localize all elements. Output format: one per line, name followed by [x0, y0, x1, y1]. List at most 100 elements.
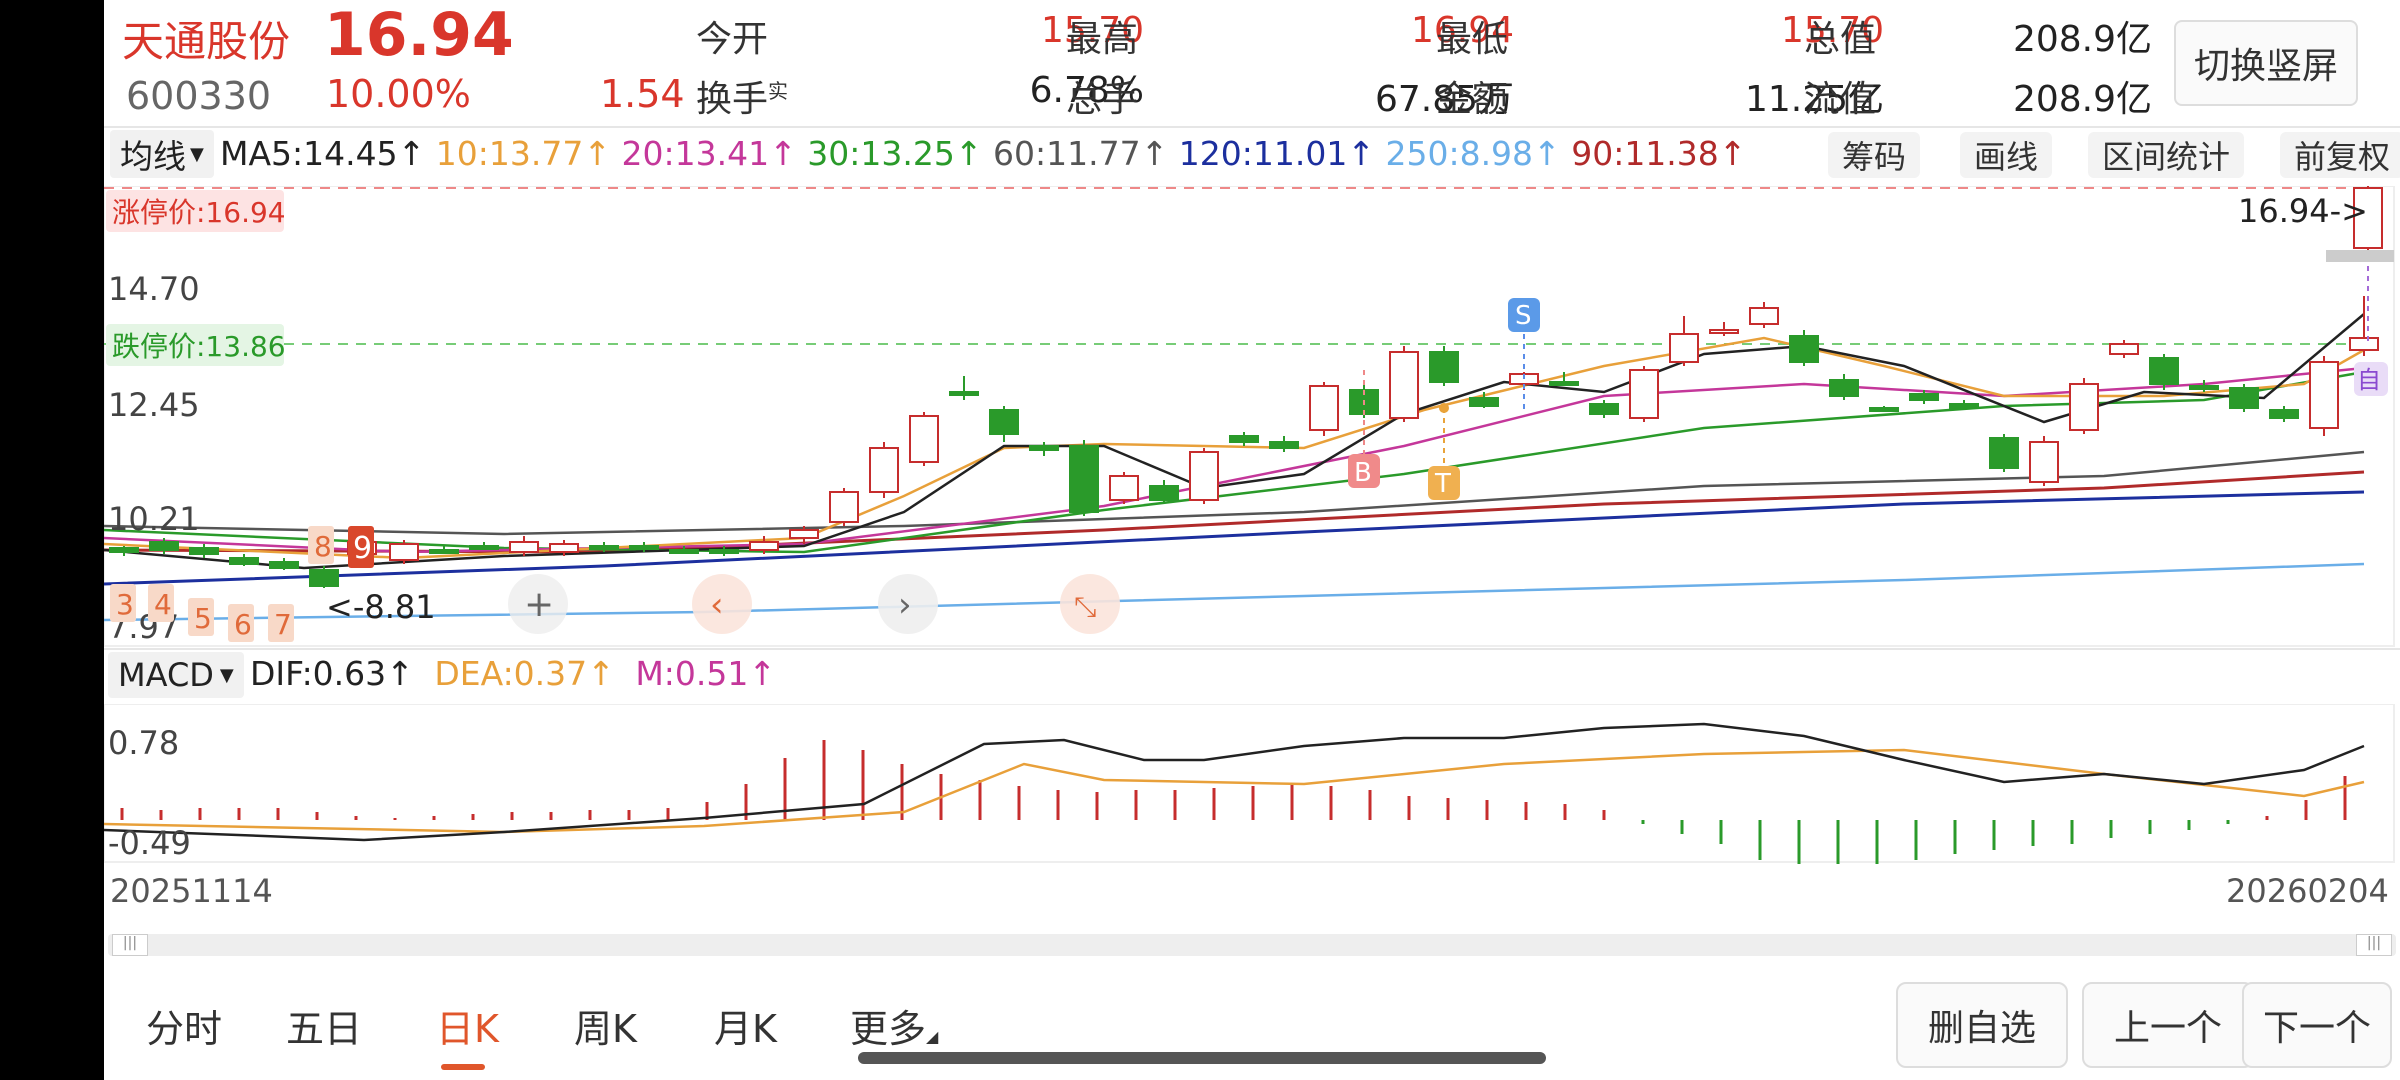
self-select-marker[interactable]: 自 — [2354, 362, 2388, 396]
svg-text:8: 8 — [314, 530, 332, 563]
stat-mktcap-value: 208.9亿 — [2012, 19, 2152, 60]
candle-body — [149, 541, 179, 551]
candle-body — [1429, 351, 1459, 383]
stat-float-value: 208.9亿 — [2012, 79, 2152, 120]
candle-body — [829, 491, 859, 523]
scroll-right-button[interactable]: › — [878, 574, 938, 634]
kline-chart[interactable]: 涨停价:16.94 跌停价:13.86 14.70 12.45 10.21 7.… — [104, 186, 2400, 648]
candle-body — [1869, 407, 1899, 412]
zoom-out-button[interactable]: + — [508, 574, 568, 634]
macd-dif-line — [104, 722, 2365, 842]
macd-dea-line — [104, 748, 2365, 834]
remove-watchlist-button[interactable]: 删自选 — [1896, 982, 2068, 1068]
ma10-line — [104, 336, 2365, 560]
candle-body — [1149, 485, 1179, 501]
candle-body — [1389, 351, 1419, 419]
candle-body — [1229, 435, 1259, 443]
candle-body — [109, 547, 139, 553]
previous-stock-button[interactable]: 上一个 — [2082, 982, 2254, 1068]
candle-body — [1989, 437, 2019, 469]
candle-body — [589, 545, 619, 550]
date-end: 20260204 — [2226, 872, 2389, 910]
chevron-down-icon: ▼ — [219, 664, 234, 686]
candle-body — [909, 415, 939, 463]
candle-body — [2029, 441, 2059, 483]
ma30-line — [104, 370, 2365, 554]
price-cursor — [2326, 250, 2394, 262]
chevron-left-icon: ‹ — [710, 585, 724, 625]
tab-daily-k[interactable]: 日K — [436, 1007, 499, 1051]
candle-body — [2309, 361, 2339, 429]
period-low-marker: <-8.81 — [326, 588, 436, 626]
range-stats-button[interactable]: 区间统计 — [2088, 132, 2245, 178]
svg-text:7: 7 — [274, 608, 292, 641]
stock-code: 600330 — [126, 74, 272, 118]
svg-text:S: S — [1515, 301, 1532, 331]
stat-high-value: 16.94 — [1410, 10, 1514, 51]
svg-text:自: 自 — [2357, 366, 2381, 394]
home-indicator[interactable] — [858, 1052, 1546, 1064]
change-percent: 10.00% — [326, 72, 471, 116]
tab-monthly-k[interactable]: 月K — [714, 1007, 777, 1051]
change-amount: 1.54 — [600, 72, 685, 116]
candle-body — [989, 409, 1019, 435]
date-start: 20251114 — [110, 872, 273, 910]
limit-down-badge — [106, 324, 284, 366]
stat-turnover-label: 换手实 — [696, 79, 789, 120]
candle-body — [1629, 369, 1659, 419]
limit-up-label: 涨停价:16.94 — [112, 196, 286, 229]
stat-low-label: 最低 — [1436, 19, 1509, 60]
svg-text:T: T — [1434, 469, 1451, 499]
svg-text:B: B — [1354, 458, 1372, 488]
candle-body — [389, 543, 419, 561]
tab-weekly-k[interactable]: 周K — [574, 1007, 637, 1051]
ma-dropdown[interactable]: 均线 ▼ — [110, 130, 214, 178]
stock-price: 16.94 — [324, 0, 514, 70]
stat-high-label: 最高 — [1066, 19, 1139, 60]
forward-adjust-button[interactable]: 前复权 — [2280, 132, 2400, 178]
macd-frame — [104, 704, 2395, 863]
candle-body — [1909, 393, 1939, 401]
next-stock-button[interactable]: 下一个 — [2242, 982, 2392, 1068]
candle-body — [1309, 385, 1339, 431]
macd-dea: DEA:0.37↑ — [434, 654, 615, 693]
tab-more[interactable]: 更多◢ — [850, 1007, 939, 1051]
range-handle-left[interactable]: ||| — [112, 934, 148, 956]
chevron-down-icon: ▼ — [190, 143, 204, 165]
ma-item-250: 250:8.98↑ — [1385, 134, 1561, 173]
t-marker[interactable]: T — [1428, 466, 1460, 500]
candle-body — [1069, 445, 1099, 513]
ma-item-30: 30:13.25↑ — [807, 134, 983, 173]
stat-low-value: 15.70 — [1780, 10, 1884, 51]
candle-body — [1749, 307, 1779, 325]
ma-item-10: 10:13.77↑ — [435, 134, 612, 173]
stat-volume-label: 总手 — [1066, 79, 1139, 120]
candle-body — [2353, 187, 2383, 249]
stat-open-label: 今开 — [696, 19, 769, 60]
limit-down-label: 跌停价:13.86 — [112, 330, 286, 363]
ma-item-5: MA5:14.45↑ — [220, 134, 426, 173]
draw-line-button[interactable]: 画线 — [1960, 132, 2053, 178]
macd-y-bottom: -0.49 — [108, 824, 191, 862]
macd-dropdown[interactable]: MACD ▼ — [108, 652, 244, 698]
switch-portrait-button[interactable]: 切换竖屏 — [2174, 20, 2358, 106]
collapse-button[interactable]: ⤡ — [1060, 574, 1120, 634]
ma60-line — [104, 450, 2365, 536]
tab-intraday[interactable]: 分时 — [146, 1007, 223, 1051]
sell-marker[interactable]: S — [1508, 298, 1540, 332]
candle-body — [869, 447, 899, 493]
chips-button[interactable]: 筹码 — [1828, 132, 1921, 178]
range-handle-right[interactable]: ||| — [2356, 934, 2392, 956]
scroll-left-button[interactable]: ‹ — [692, 574, 752, 634]
moving-average-lines — [104, 313, 2365, 622]
macd-chart[interactable]: 0.78 -0.49 — [104, 704, 2400, 864]
range-scrollbar[interactable]: ||| ||| — [108, 934, 2396, 956]
svg-text:3: 3 — [116, 588, 134, 621]
buy-marker[interactable]: B — [1348, 454, 1380, 488]
ma-values: MA5:14.45↑ 10:13.77↑ 20:13.41↑ 30:13.25↑… — [220, 134, 1746, 173]
tab-five-day[interactable]: 五日 — [286, 1007, 363, 1051]
active-tab-indicator — [441, 1064, 485, 1070]
candle-body — [1949, 403, 1979, 409]
ma120-line — [104, 490, 2365, 586]
candle-body — [629, 545, 659, 550]
